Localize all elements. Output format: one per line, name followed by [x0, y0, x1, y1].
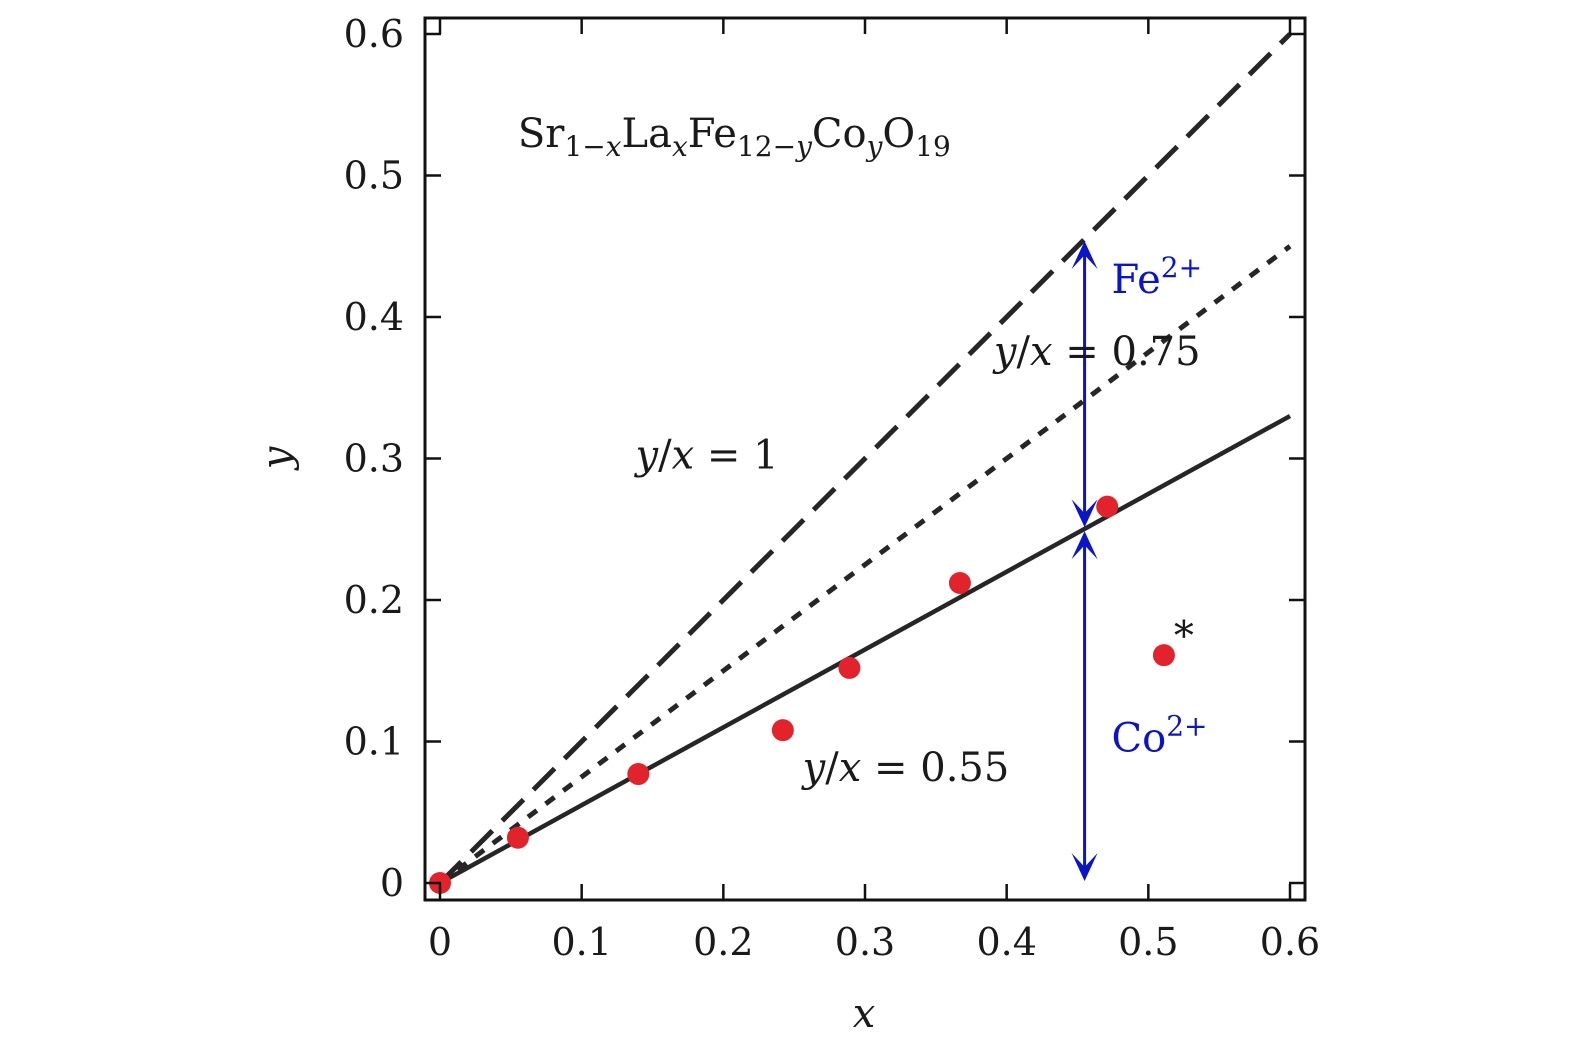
formula-part: x — [672, 130, 688, 163]
outlier-asterisk: * — [1174, 614, 1194, 660]
y-axis-label: y — [254, 445, 300, 471]
y-tick-label: 0.1 — [344, 720, 404, 764]
line-equation-label: y/x = 0.75 — [992, 329, 1201, 375]
data-point — [838, 656, 861, 679]
formula-part: x — [606, 130, 622, 163]
eq-slash: / — [825, 745, 839, 791]
reference-lines — [438, 32, 1292, 886]
arrowhead-down — [1071, 499, 1098, 528]
data-point — [1096, 495, 1119, 518]
x-tick-label: 0.4 — [976, 920, 1036, 964]
x-tick-label: 0.6 — [1260, 920, 1320, 964]
fit-line-dashed — [438, 32, 1292, 885]
x-axis-label: x — [853, 991, 876, 1037]
x-tick-label: 0.1 — [551, 920, 611, 964]
arrowhead-down — [1071, 853, 1098, 881]
ion-base: Co — [1112, 715, 1167, 761]
formula-part: Fe — [688, 111, 737, 157]
ion-charge: 2+ — [1166, 709, 1207, 742]
data-point — [627, 763, 650, 786]
fit-line-solid — [438, 414, 1292, 885]
formula-part: y — [865, 130, 884, 163]
eq-var: y — [992, 329, 1018, 375]
eq-slash: / — [658, 432, 672, 478]
x-tick-label: 0.3 — [835, 920, 895, 964]
line-equation-label: y/x = 0.55 — [801, 745, 1010, 791]
y-tick-label: 0.3 — [344, 437, 404, 481]
eq-slash: / — [1017, 329, 1031, 375]
eq-value: = 1 — [694, 432, 778, 478]
y-tick-label: 0.5 — [344, 154, 404, 198]
formula-part: O — [882, 111, 915, 157]
ion-charge: 2+ — [1161, 251, 1202, 284]
ion-base: Fe — [1112, 257, 1161, 303]
eq-var: x — [1030, 329, 1053, 375]
data-point — [1152, 644, 1175, 667]
eq-var: y — [801, 745, 827, 791]
y-tick-label: 0 — [380, 861, 404, 905]
arrowhead-up — [1071, 531, 1098, 560]
formula-part: y — [794, 130, 813, 163]
ion-label: Fe2+ — [1112, 251, 1203, 303]
eq-value: = 0.75 — [1053, 329, 1201, 375]
formula-part: 12− — [737, 130, 796, 163]
data-point — [506, 826, 529, 849]
fit-line-dotted — [438, 244, 1292, 886]
ion-arrows — [1071, 241, 1098, 881]
x-tick-label: 0.5 — [1118, 920, 1178, 964]
eq-value: = 0.55 — [861, 745, 1009, 791]
formula-part: La — [622, 111, 672, 157]
formula-part: 1− — [564, 130, 605, 163]
y-tick-label: 0.4 — [344, 295, 404, 339]
eq-var: x — [839, 745, 862, 791]
x-tick-label: 0 — [428, 920, 452, 964]
arrowhead-up — [1071, 241, 1098, 270]
formula-label: Sr1−xLaxFe12−yCoyO19 — [518, 111, 951, 163]
formula-part: 19 — [915, 130, 951, 163]
formula-part: Co — [812, 111, 867, 157]
y-tick-label: 0.6 — [344, 12, 404, 56]
eq-var: y — [634, 432, 660, 478]
data-point — [948, 572, 971, 595]
x-tick-label: 0.2 — [693, 920, 753, 964]
ion-label: Co2+ — [1112, 709, 1208, 761]
axis-ticks: 0 0.1 0.2 0.3 0.4 0.5 0.6 0 0.1 0.2 0.3 0.4 0.5 0.6 — [344, 12, 1321, 964]
data-point — [771, 719, 794, 742]
line-equation-label: y/x = 1 — [634, 432, 779, 478]
formula-part: Sr — [518, 111, 565, 157]
y-tick-label: 0.2 — [344, 578, 404, 622]
data-points — [429, 495, 1175, 894]
eq-var: x — [672, 432, 695, 478]
